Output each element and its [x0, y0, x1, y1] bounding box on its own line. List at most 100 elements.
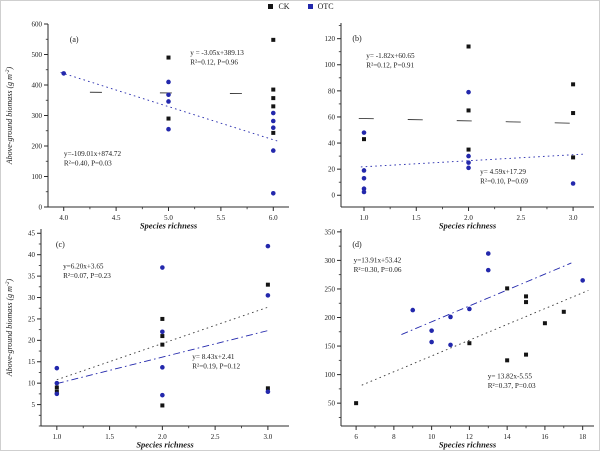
panel-c: 1.0 1.5 2.0 2.5 3.0 5 10 15 20 25 30 35 40 45 y=6.20x+…	[5, 229, 289, 450]
data-point	[160, 342, 165, 347]
data-point	[429, 339, 434, 345]
data-point	[466, 108, 471, 113]
panel-a: 4.0 4.5 5.0 5.5 6.0 0 100 200 300 400 500 600 y = -3…	[5, 20, 289, 231]
y-tick-label: 5	[32, 401, 36, 409]
y-tick-label: 200	[32, 142, 43, 150]
regression-annotation: y= -1.82x+60.65	[366, 52, 415, 60]
x-tick-label: 1.5	[412, 214, 421, 222]
y-tick-label: 150	[325, 342, 336, 350]
regression-line-otc	[360, 153, 586, 168]
series-ck	[166, 37, 276, 135]
data-point	[466, 160, 471, 165]
legend-label-ck: CK	[278, 2, 290, 11]
data-point	[160, 334, 165, 339]
data-point	[270, 125, 276, 130]
data-point	[354, 401, 359, 406]
data-point	[466, 165, 471, 171]
y-tick-label: 40	[328, 139, 336, 147]
series-otc	[410, 251, 585, 348]
x-tick-label: 6	[354, 433, 358, 441]
y-tick-label: 0	[332, 192, 336, 200]
x-tick-label: 6.0	[269, 214, 278, 222]
series-otc	[54, 243, 271, 398]
data-point	[505, 358, 510, 363]
regression-annotation: y= 13.82x-5.55	[488, 373, 533, 381]
x-tick-label: 18	[579, 433, 587, 441]
x-axis-title: Species richness	[439, 221, 497, 231]
y-tick-label: 400	[32, 81, 43, 89]
x-tick-label: 5.0	[164, 214, 173, 222]
panel-label: (b)	[352, 34, 362, 43]
data-point	[571, 111, 576, 116]
x-tick-label: 2.0	[158, 433, 167, 441]
data-point	[448, 342, 453, 348]
data-point	[271, 37, 276, 42]
data-point	[467, 306, 472, 312]
regression-annotation: y = -3.05x+389.13	[190, 49, 244, 57]
data-point	[166, 116, 171, 121]
data-point	[166, 99, 171, 104]
data-point	[271, 130, 276, 135]
x-tick-label: 5.5	[217, 214, 226, 222]
data-point	[265, 389, 271, 395]
x-tick-label: 4.5	[112, 214, 121, 222]
data-point	[160, 265, 165, 270]
regression-annotation: R²=0.07, P=0.23	[63, 272, 111, 280]
data-point	[542, 321, 547, 326]
data-point	[429, 328, 434, 333]
regression-annotation: y=-109.01x+874.72	[64, 150, 122, 158]
data-point	[466, 44, 471, 49]
data-point	[524, 294, 529, 299]
regression-annotation: y=6.20x+3.65	[63, 262, 104, 270]
legend-label-otc: OTC	[317, 2, 334, 11]
data-point	[270, 148, 276, 153]
x-tick-label: 16	[541, 433, 549, 441]
regression-annotation: R²=0.12, P=0.96	[190, 59, 238, 67]
data-point	[561, 309, 566, 314]
y-tick-label: 200	[325, 314, 336, 322]
x-tick-label: 4.0	[59, 214, 68, 222]
y-tick-label: 50	[328, 400, 336, 408]
x-tick-label: 12	[466, 433, 474, 441]
panel-label: (c)	[56, 240, 65, 249]
data-point	[466, 147, 471, 152]
data-point	[166, 126, 171, 132]
x-tick-label: 1.5	[105, 433, 114, 441]
data-point	[265, 293, 271, 298]
data-point	[448, 314, 453, 320]
y-tick-label: 100	[32, 173, 43, 181]
legend-item-ck: CK	[268, 2, 290, 11]
legend: CK OTC	[1, 2, 599, 11]
data-point	[265, 282, 270, 287]
panel-label: (a)	[70, 35, 79, 44]
regression-line-ck	[89, 91, 286, 95]
regression-annotation: R²=0.19, P=0.12	[192, 363, 240, 371]
x-tick-label: 2.5	[211, 433, 220, 441]
y-tick-label: 45	[28, 230, 36, 238]
regression-annotation: R²=0.10, P=0.69	[480, 177, 528, 185]
panel-label: (d)	[352, 240, 362, 249]
panel-b: 1.0 1.5 2.0 2.5 3.0 0 20 40 60 80 100 120 y= -1.82x+…	[325, 23, 594, 231]
data-point	[271, 96, 276, 101]
y-tick-label: 500	[32, 51, 43, 59]
regression-line-ck	[56, 306, 271, 381]
x-tick-label: 1.0	[52, 433, 61, 441]
y-axis-title: Above-ground biomass (g m-2)	[5, 278, 14, 377]
data-point	[485, 251, 491, 256]
y-tick-label: 20	[28, 337, 36, 345]
y-tick-label: 0	[39, 203, 43, 211]
y-tick-label: 20	[328, 166, 336, 174]
data-point	[361, 168, 367, 173]
regression-annotation: y=13.91x+53.42	[354, 256, 402, 264]
data-point	[54, 365, 60, 371]
regression-line-ck	[361, 290, 589, 386]
y-tick-label: 300	[325, 257, 336, 265]
y-tick-label: 300	[32, 112, 43, 120]
regression-annotation: y= 8.43x+2.41	[192, 353, 235, 361]
data-point	[54, 380, 60, 386]
data-point	[265, 243, 271, 249]
x-axis-title: Species richness	[136, 440, 194, 450]
data-point	[166, 92, 171, 98]
